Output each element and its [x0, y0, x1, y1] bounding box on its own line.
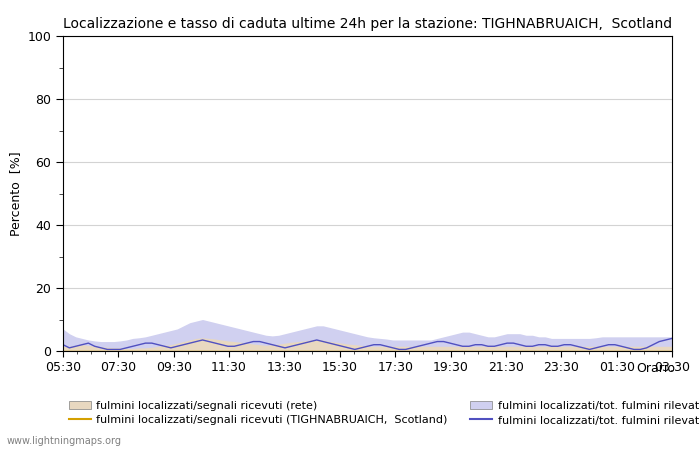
- Text: Orario: Orario: [636, 362, 676, 375]
- Legend: fulmini localizzati/segnali ricevuti (rete), fulmini localizzati/segnali ricevut: fulmini localizzati/segnali ricevuti (re…: [69, 400, 700, 425]
- Y-axis label: Percento  [%]: Percento [%]: [9, 151, 22, 236]
- Text: www.lightningmaps.org: www.lightningmaps.org: [7, 436, 122, 446]
- Title: Localizzazione e tasso di caduta ultime 24h per la stazione: TIGHNABRUAICH,  Sco: Localizzazione e tasso di caduta ultime …: [63, 17, 672, 31]
